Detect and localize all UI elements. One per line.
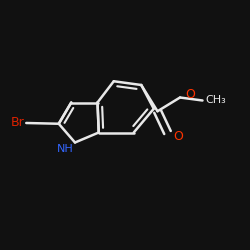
Text: Br: Br bbox=[11, 116, 25, 130]
Text: O: O bbox=[173, 130, 183, 143]
Text: CH₃: CH₃ bbox=[205, 95, 226, 105]
Text: O: O bbox=[186, 88, 196, 102]
Text: NH: NH bbox=[56, 144, 74, 154]
